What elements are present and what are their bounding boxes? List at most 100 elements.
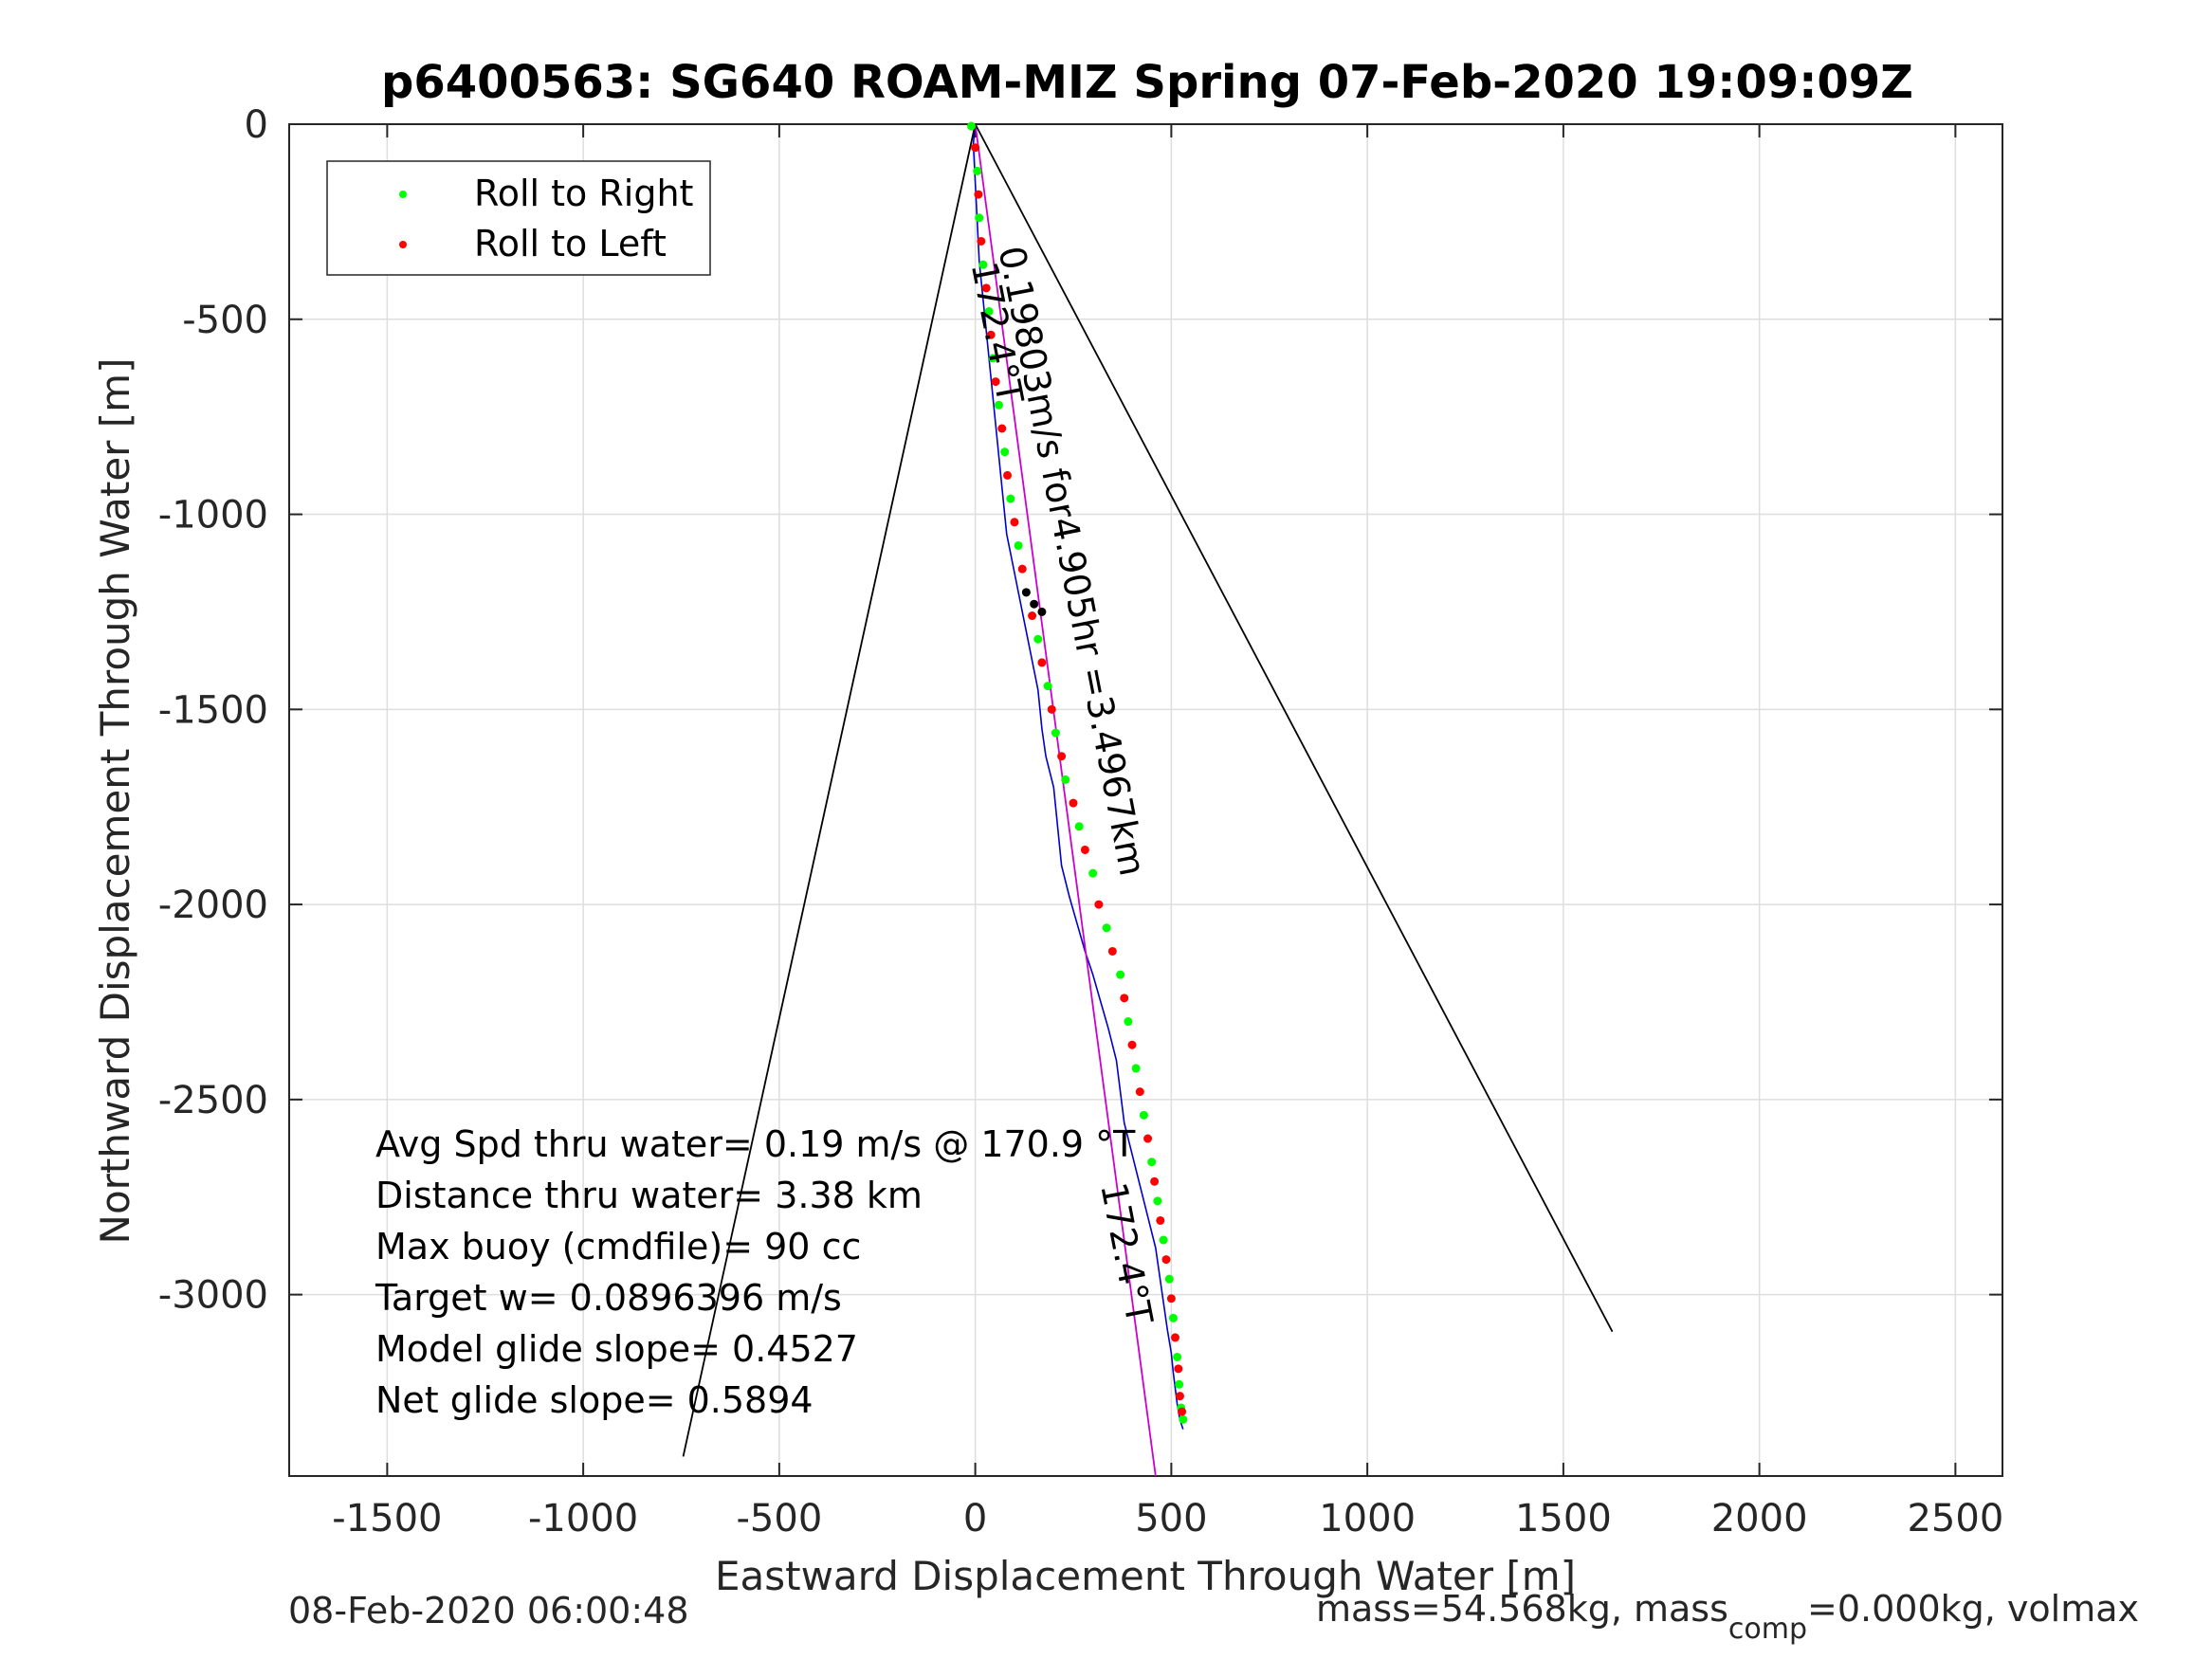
roll-right-point xyxy=(1124,1017,1133,1027)
grid-lines xyxy=(289,123,2002,1476)
footer-timestamp: 08-Feb-2020 06:00:48 xyxy=(288,1590,689,1632)
footer-mass-subscript: comp xyxy=(1728,1613,1807,1646)
roll-right-point xyxy=(1014,540,1023,550)
legend-marker-roll-right xyxy=(399,191,407,198)
roll-left-point xyxy=(1143,1134,1153,1143)
roll-left-point xyxy=(991,377,1000,387)
stat-net-glide: Net glide slope= 0.5894 xyxy=(375,1379,814,1421)
roll-right-point xyxy=(966,121,976,131)
roll-left-point xyxy=(1057,752,1067,761)
legend-label-roll-left: Roll to Left xyxy=(474,223,667,264)
roll-left-point xyxy=(1010,518,1019,527)
x-tick-label: 0 xyxy=(963,1497,987,1540)
y-tick-label: 0 xyxy=(245,103,268,147)
roll-right-point xyxy=(1061,775,1070,784)
footer-mass-part1: mass=54.568kg, mass xyxy=(1316,1588,1728,1630)
roll-right-point xyxy=(1088,868,1098,878)
roll-right-point xyxy=(988,354,997,363)
roll-left-point xyxy=(1127,1040,1137,1049)
roll-right-point xyxy=(1175,1379,1184,1389)
roll-left-point xyxy=(971,143,980,153)
roll-left-point xyxy=(1003,470,1013,480)
roll-left-point xyxy=(981,283,991,293)
roll-right-point xyxy=(994,400,1003,410)
y-tick-label: -1000 xyxy=(158,494,268,538)
legend-marker-roll-left xyxy=(399,241,407,248)
stat-distance: Distance thru water= 3.38 km xyxy=(375,1175,923,1216)
x-tick-label: -500 xyxy=(736,1497,822,1540)
x-tick-label: 500 xyxy=(1135,1497,1207,1540)
roll-points xyxy=(966,121,1188,1424)
roll-right-point xyxy=(1173,1352,1182,1361)
y-tick-label: -2500 xyxy=(158,1079,268,1122)
roll-left-point xyxy=(1080,845,1089,854)
black-point xyxy=(1037,607,1047,616)
series-line-0 xyxy=(972,123,1184,1430)
roll-left-point xyxy=(1107,946,1117,956)
roll-left-point xyxy=(1094,900,1104,909)
series-lines xyxy=(682,123,1614,1477)
legend: Roll to Right Roll to Left xyxy=(326,160,711,276)
roll-right-point xyxy=(1139,1110,1148,1120)
stat-target-w: Target w= 0.0896396 m/s xyxy=(375,1277,842,1319)
annotation-1: 0.19803m/s for4.905hr =3.4967km xyxy=(991,243,1154,879)
roll-right-point xyxy=(1164,1274,1174,1284)
stat-model-glide: Model glide slope= 0.4527 xyxy=(375,1328,858,1370)
roll-left-point xyxy=(1174,1364,1183,1374)
roll-right-point xyxy=(1074,822,1084,831)
roll-right-point xyxy=(1179,1414,1188,1424)
y-tick-label: -1500 xyxy=(158,688,268,732)
roll-right-point xyxy=(1147,1158,1157,1167)
x-tick-label: -1000 xyxy=(528,1497,638,1540)
series-line-2 xyxy=(682,123,977,1457)
roll-left-point xyxy=(1017,564,1027,574)
roll-left-point xyxy=(977,236,986,246)
roll-left-point xyxy=(1069,798,1078,808)
roll-left-point xyxy=(986,330,996,339)
y-axis-label: Northward Displacement Through Water [m] xyxy=(92,358,138,1245)
roll-left-point xyxy=(1120,994,1129,1003)
legend-label-roll-right: Roll to Right xyxy=(474,173,693,214)
footer-mass-info: mass=54.568kg, masscomp=0.000kg, volmax xyxy=(1316,1588,2139,1646)
series-line-3 xyxy=(974,123,1614,1333)
roll-right-point xyxy=(1159,1235,1168,1245)
roll-left-point xyxy=(1037,658,1047,667)
roll-right-point xyxy=(984,307,994,317)
roll-right-point xyxy=(975,213,984,223)
roll-right-point xyxy=(1116,970,1125,979)
x-tick-label: 1000 xyxy=(1319,1497,1416,1540)
x-tick-label: 2500 xyxy=(1907,1497,2003,1540)
roll-left-point xyxy=(1156,1215,1165,1225)
roll-right-point xyxy=(1006,494,1015,503)
series-line-1 xyxy=(974,123,1157,1477)
legend-box xyxy=(326,160,711,276)
roll-right-point xyxy=(1102,923,1111,933)
roll-left-point xyxy=(1178,1407,1187,1416)
roll-right-point xyxy=(1168,1313,1178,1322)
footer-mass-part2: =0.000kg, volmax xyxy=(1807,1588,2139,1630)
roll-left-point xyxy=(1166,1294,1176,1304)
annotation-2: 172.4°T xyxy=(1092,1179,1161,1328)
roll-left-point xyxy=(1171,1333,1180,1342)
black-point xyxy=(1030,599,1039,609)
roll-left-point xyxy=(1175,1392,1184,1401)
roll-right-point xyxy=(973,166,982,175)
roll-left-point xyxy=(1028,611,1037,621)
black-point xyxy=(1021,588,1031,597)
stat-avg-speed: Avg Spd thru water= 0.19 m/s @ 170.9 °T xyxy=(375,1123,1136,1165)
roll-right-point xyxy=(1033,634,1043,644)
roll-left-point xyxy=(974,190,983,199)
roll-left-point xyxy=(1135,1087,1144,1097)
chart-title: p6400563: SG640 ROAM-MIZ Spring 07-Feb-2… xyxy=(381,56,1913,109)
roll-right-point xyxy=(978,260,988,269)
roll-left-point xyxy=(997,424,1007,433)
axis-ticks: -1500 -1000 -500 0 500 1000 1500 2000 2500 0 -500 -… xyxy=(158,103,2004,1540)
roll-right-point xyxy=(1131,1064,1141,1073)
x-tick-label: -1500 xyxy=(332,1497,442,1540)
y-tick-label: -2000 xyxy=(158,884,268,927)
stats-block: Avg Spd thru water= 0.19 m/s @ 170.9 °T … xyxy=(375,1123,1136,1421)
roll-right-point xyxy=(1153,1196,1162,1206)
x-tick-label: 1500 xyxy=(1515,1497,1612,1540)
y-tick-label: -500 xyxy=(182,299,268,342)
y-tick-label: -3000 xyxy=(158,1274,268,1318)
